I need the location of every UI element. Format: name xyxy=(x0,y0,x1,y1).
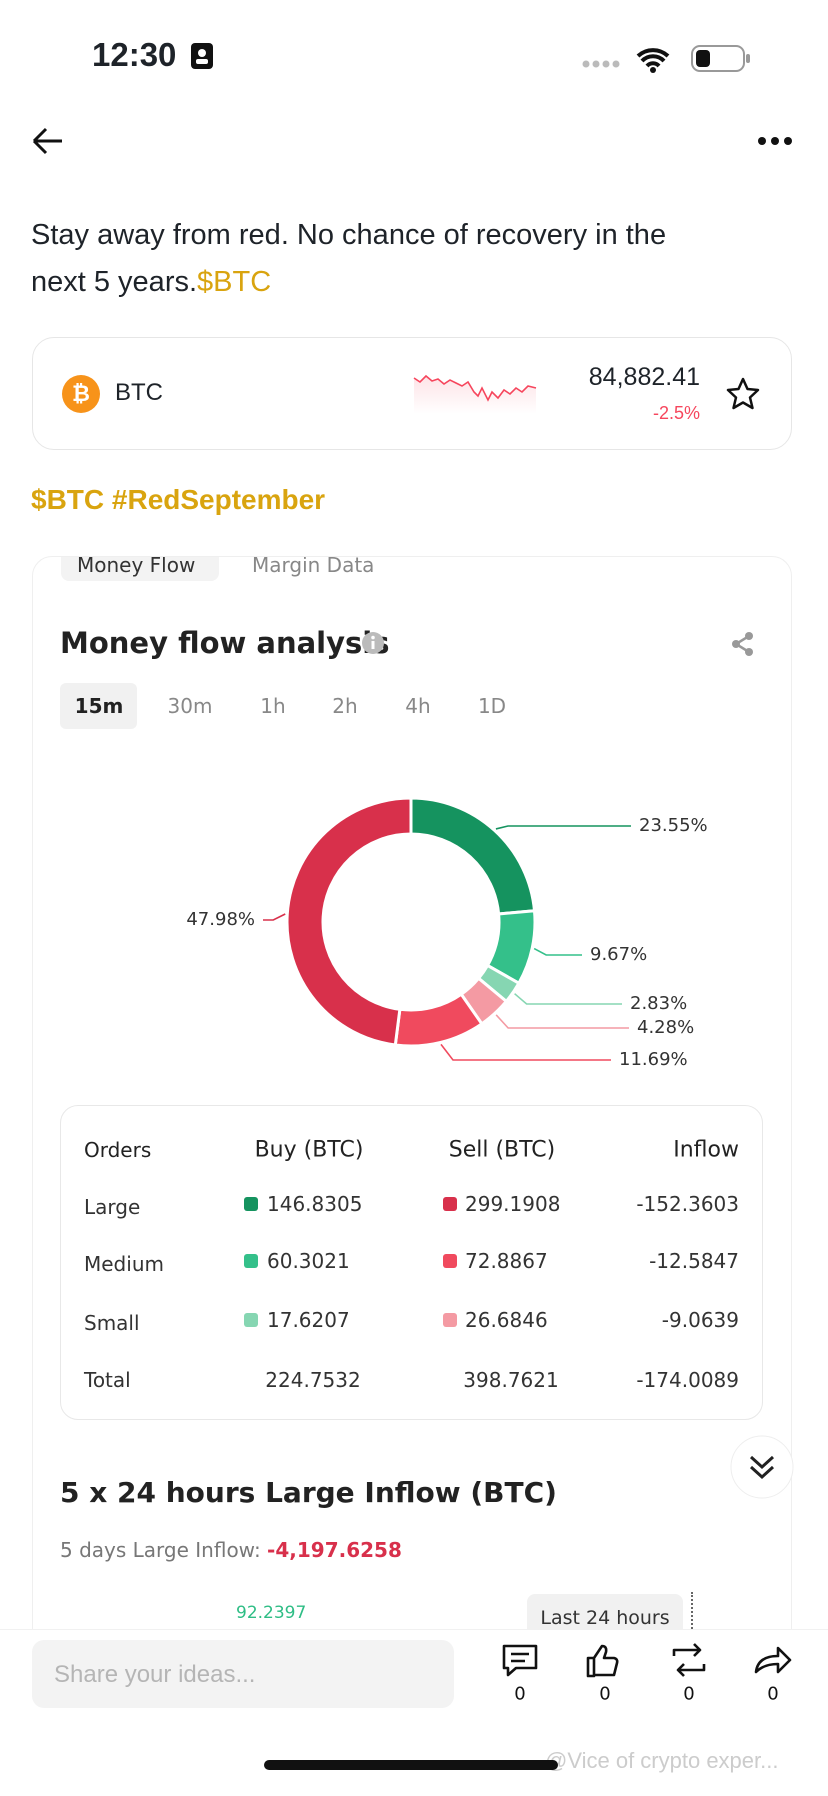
repost-icon[interactable] xyxy=(672,1643,706,1677)
svg-text:₿: ₿ xyxy=(72,382,90,407)
leader-line xyxy=(495,825,631,830)
donut-label: 23.55% xyxy=(639,815,708,836)
donut-label: 47.98% xyxy=(186,909,255,930)
leader-line xyxy=(440,1043,611,1061)
ticker-card[interactable] xyxy=(32,337,792,450)
post-text: next 5 years.$BTC xyxy=(31,266,271,299)
leader-line xyxy=(533,947,582,956)
donut-label: 4.28% xyxy=(637,1017,694,1038)
donut-chart: 23.55% 9.67% 2.83% 4.28% 11.69% 47.98% xyxy=(186,796,708,1070)
sell-total: 398.7621 xyxy=(463,1368,559,1392)
crosshair xyxy=(691,1592,693,1632)
inflow-value: -174.0089 xyxy=(636,1368,739,1392)
tab[interactable]: Margin Data xyxy=(252,556,375,577)
interval-tab[interactable]: 1h xyxy=(260,694,286,718)
action-count: 0 xyxy=(599,1683,611,1705)
inflow-value: -152.3603 xyxy=(636,1192,739,1216)
action-count: 0 xyxy=(514,1683,526,1705)
interval-tab[interactable]: 2h xyxy=(332,694,358,718)
donut-segment xyxy=(409,796,537,916)
buy-swatch xyxy=(244,1254,258,1268)
donut-label: 2.83% xyxy=(630,993,687,1014)
sell-swatch xyxy=(443,1197,457,1211)
action-count: 0 xyxy=(767,1683,779,1705)
hashtags[interactable]: $BTC #RedSeptember xyxy=(31,484,326,515)
row-label: Small xyxy=(84,1311,140,1335)
ticker-symbol: BTC xyxy=(115,379,163,406)
sparkline xyxy=(413,374,537,414)
back-button[interactable] xyxy=(30,126,66,156)
sell-swatch xyxy=(443,1313,457,1327)
btc-icon: ₿ xyxy=(62,375,100,413)
comment-input[interactable] xyxy=(32,1640,454,1708)
tab[interactable]: Money Flow xyxy=(77,556,196,577)
money-flow-panel: Money Flow Margin Data xyxy=(32,556,792,1658)
post-text: Stay away from red. No chance of recover… xyxy=(31,219,667,251)
interval-tab[interactable]: 4h xyxy=(405,694,431,718)
interval-tab[interactable]: 1D xyxy=(477,694,507,718)
tab-active-bg xyxy=(61,557,219,581)
buy-swatch xyxy=(244,1197,258,1211)
table-header: Buy (BTC) xyxy=(254,1137,364,1163)
inflow-label: 5 days Large Inflow: xyxy=(60,1538,261,1562)
donut-label: 11.69% xyxy=(619,1049,688,1070)
tooltip: Last 24 hours xyxy=(540,1607,670,1629)
orders-table xyxy=(60,1105,763,1420)
leader-line xyxy=(495,1014,629,1029)
interval-tab[interactable]: 15m xyxy=(74,694,124,718)
status-time: 12:30 xyxy=(92,36,177,73)
share-icon[interactable] xyxy=(729,630,757,658)
post-text: next 5 years. xyxy=(31,266,198,298)
input-placeholder: Share your ideas... xyxy=(54,1661,256,1688)
buy-swatch xyxy=(244,1313,258,1327)
donut-label: 9.67% xyxy=(590,944,647,965)
interval-tab[interactable]: 30m xyxy=(167,694,213,718)
info-icon[interactable] xyxy=(361,631,385,655)
sell-value: 299.1908 xyxy=(465,1192,561,1216)
buy-value: 146.8305 xyxy=(267,1192,363,1216)
table-header: Orders xyxy=(84,1138,152,1162)
action-icons xyxy=(502,1643,792,1678)
like-icon[interactable] xyxy=(586,1644,619,1678)
action-count: 0 xyxy=(683,1683,695,1705)
panel-title: Money flow analysis xyxy=(60,626,390,660)
buy-value: 60.3021 xyxy=(267,1249,350,1273)
table-header: Inflow xyxy=(673,1137,739,1163)
row-label: Large xyxy=(84,1195,141,1219)
more-button[interactable] xyxy=(756,134,796,148)
home-indicator xyxy=(264,1760,558,1770)
sell-swatch xyxy=(443,1254,457,1268)
inflow-value: -4,197.6258 xyxy=(267,1538,402,1562)
sell-value: 72.8867 xyxy=(465,1249,548,1273)
inflow-value: -12.5847 xyxy=(649,1249,739,1273)
cashtag[interactable]: $BTC xyxy=(197,266,272,298)
status-id-icon xyxy=(191,43,213,69)
status-icons xyxy=(582,45,750,73)
interval-active-bg xyxy=(60,683,137,729)
leader-line xyxy=(514,993,622,1005)
donut-segment xyxy=(285,796,413,1047)
section-title: 5 x 24 hours Large Inflow (BTC) xyxy=(60,1476,557,1509)
inflow-value: -9.0639 xyxy=(661,1308,739,1332)
watermark: @Vice of crypto exper... xyxy=(545,1748,779,1773)
row-label: Total xyxy=(84,1368,131,1392)
buy-value: 17.6207 xyxy=(267,1308,350,1332)
row-label: Medium xyxy=(84,1252,164,1276)
scroll-down-button[interactable] xyxy=(727,1432,797,1502)
ticker-price: 84,882.41 xyxy=(588,363,700,391)
leader-line xyxy=(263,913,286,921)
table-header: Sell (BTC) xyxy=(448,1137,556,1163)
favorite-button[interactable] xyxy=(726,377,760,411)
inflow-summary: 5 days Large Inflow: -4,197.6258 xyxy=(60,1538,402,1562)
ticker-change: -2.5% xyxy=(652,403,700,423)
sell-value: 26.6846 xyxy=(465,1308,548,1332)
buy-total: 224.7532 xyxy=(265,1368,361,1392)
share-post-icon[interactable] xyxy=(754,1646,792,1674)
comment-icon[interactable] xyxy=(502,1644,538,1677)
bar-value-label: 92.2397 xyxy=(236,1603,307,1623)
